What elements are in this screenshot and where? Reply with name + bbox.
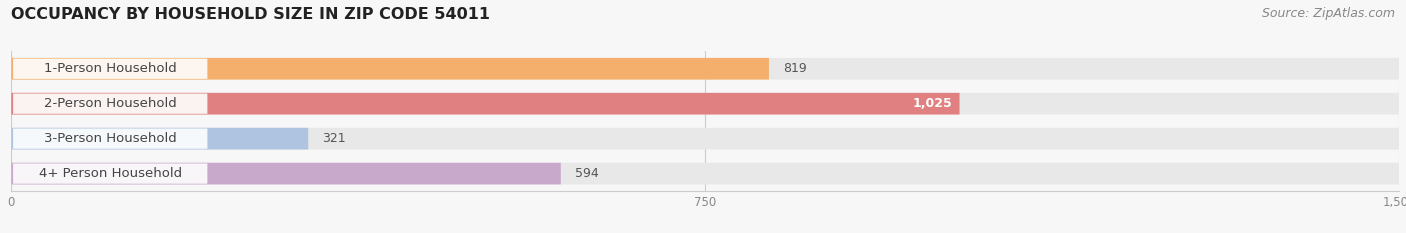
FancyBboxPatch shape	[11, 128, 308, 150]
FancyBboxPatch shape	[11, 128, 1399, 150]
Text: 2-Person Household: 2-Person Household	[44, 97, 177, 110]
FancyBboxPatch shape	[13, 93, 207, 114]
Text: 594: 594	[575, 167, 599, 180]
FancyBboxPatch shape	[11, 93, 1399, 115]
FancyBboxPatch shape	[11, 58, 1399, 80]
Text: 3-Person Household: 3-Person Household	[44, 132, 177, 145]
Text: 1,025: 1,025	[912, 97, 952, 110]
FancyBboxPatch shape	[11, 58, 769, 80]
FancyBboxPatch shape	[11, 163, 1399, 185]
FancyBboxPatch shape	[11, 163, 561, 185]
Text: 4+ Person Household: 4+ Person Household	[39, 167, 181, 180]
FancyBboxPatch shape	[13, 129, 207, 149]
FancyBboxPatch shape	[11, 93, 959, 115]
FancyBboxPatch shape	[13, 164, 207, 184]
Text: Source: ZipAtlas.com: Source: ZipAtlas.com	[1261, 7, 1395, 20]
Text: 321: 321	[322, 132, 346, 145]
Text: 1-Person Household: 1-Person Household	[44, 62, 177, 75]
Text: OCCUPANCY BY HOUSEHOLD SIZE IN ZIP CODE 54011: OCCUPANCY BY HOUSEHOLD SIZE IN ZIP CODE …	[11, 7, 491, 22]
FancyBboxPatch shape	[13, 59, 207, 79]
Text: 819: 819	[783, 62, 807, 75]
